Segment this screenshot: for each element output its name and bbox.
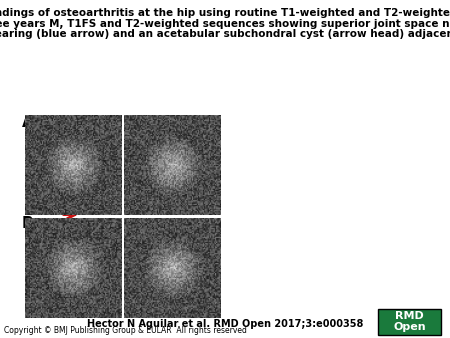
FancyBboxPatch shape [378,309,441,335]
Polygon shape [134,122,142,139]
Text: Sixty-three years M, T1FS and T2-weighted sequences showing superior joint space: Sixty-three years M, T1FS and T2-weighte… [0,19,450,29]
Polygon shape [140,226,148,243]
Text: B: B [22,216,33,231]
Text: Hector N Aguilar et al. RMD Open 2017;3:e000358: Hector N Aguilar et al. RMD Open 2017;3:… [87,319,363,330]
Text: RMD
Open: RMD Open [393,311,426,332]
Text: labral tearing (blue arrow) and an acetabular subchondral cyst (arrow head) adja: labral tearing (blue arrow) and an aceta… [0,29,450,39]
Text: Typical findings of osteoarthritis at the hip using routine T1-weighted and T2-w: Typical findings of osteoarthritis at th… [0,8,450,19]
Text: Copyright © BMJ Publishing Group & EULAR  All rights reserved: Copyright © BMJ Publishing Group & EULAR… [4,325,248,335]
Text: A: A [22,115,33,130]
